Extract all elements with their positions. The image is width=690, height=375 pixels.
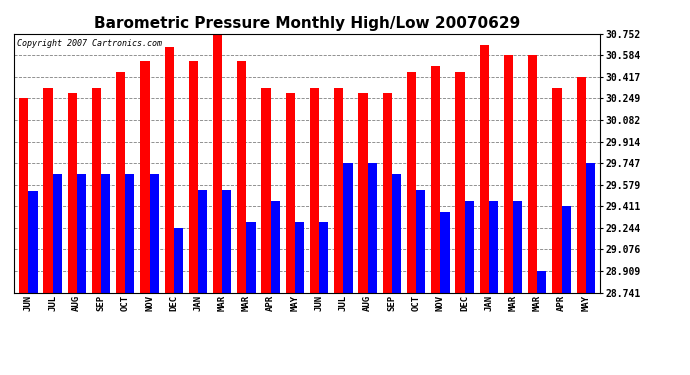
Bar (416, 190, 425, 292)
Bar (344, 163, 353, 292)
Bar (126, 174, 135, 292)
Bar (383, 93, 392, 292)
Bar (489, 201, 498, 292)
Bar (43, 88, 52, 292)
Bar (431, 66, 440, 292)
Bar (455, 72, 464, 292)
Bar (552, 88, 562, 292)
Bar (150, 174, 159, 292)
Bar (68, 93, 77, 292)
Bar (392, 174, 401, 292)
Bar (464, 201, 474, 292)
Bar (319, 222, 328, 292)
Bar (246, 222, 256, 292)
Bar (28, 191, 37, 292)
Bar (440, 211, 450, 292)
Bar (407, 72, 416, 292)
Bar (116, 72, 126, 292)
Bar (262, 88, 270, 292)
Bar (222, 190, 231, 292)
Bar (189, 61, 198, 292)
Bar (140, 61, 150, 292)
Bar (577, 77, 586, 292)
Bar (528, 56, 538, 292)
Bar (358, 93, 368, 292)
Bar (334, 88, 344, 292)
Bar (92, 88, 101, 292)
Bar (19, 99, 28, 292)
Bar (368, 163, 377, 292)
Bar (286, 93, 295, 292)
Bar (101, 174, 110, 292)
Bar (270, 201, 280, 292)
Bar (562, 206, 571, 292)
Bar (586, 163, 595, 292)
Title: Barometric Pressure Monthly High/Low 20070629: Barometric Pressure Monthly High/Low 200… (94, 16, 520, 31)
Bar (52, 174, 62, 292)
Bar (77, 174, 86, 292)
Bar (480, 45, 489, 292)
Bar (295, 222, 304, 292)
Bar (164, 47, 174, 292)
Bar (213, 34, 222, 292)
Bar (538, 271, 546, 292)
Bar (310, 88, 319, 292)
Bar (198, 190, 207, 292)
Bar (174, 228, 183, 292)
Bar (504, 56, 513, 292)
Bar (237, 61, 246, 292)
Bar (513, 201, 522, 292)
Text: Copyright 2007 Cartronics.com: Copyright 2007 Cartronics.com (17, 39, 161, 48)
